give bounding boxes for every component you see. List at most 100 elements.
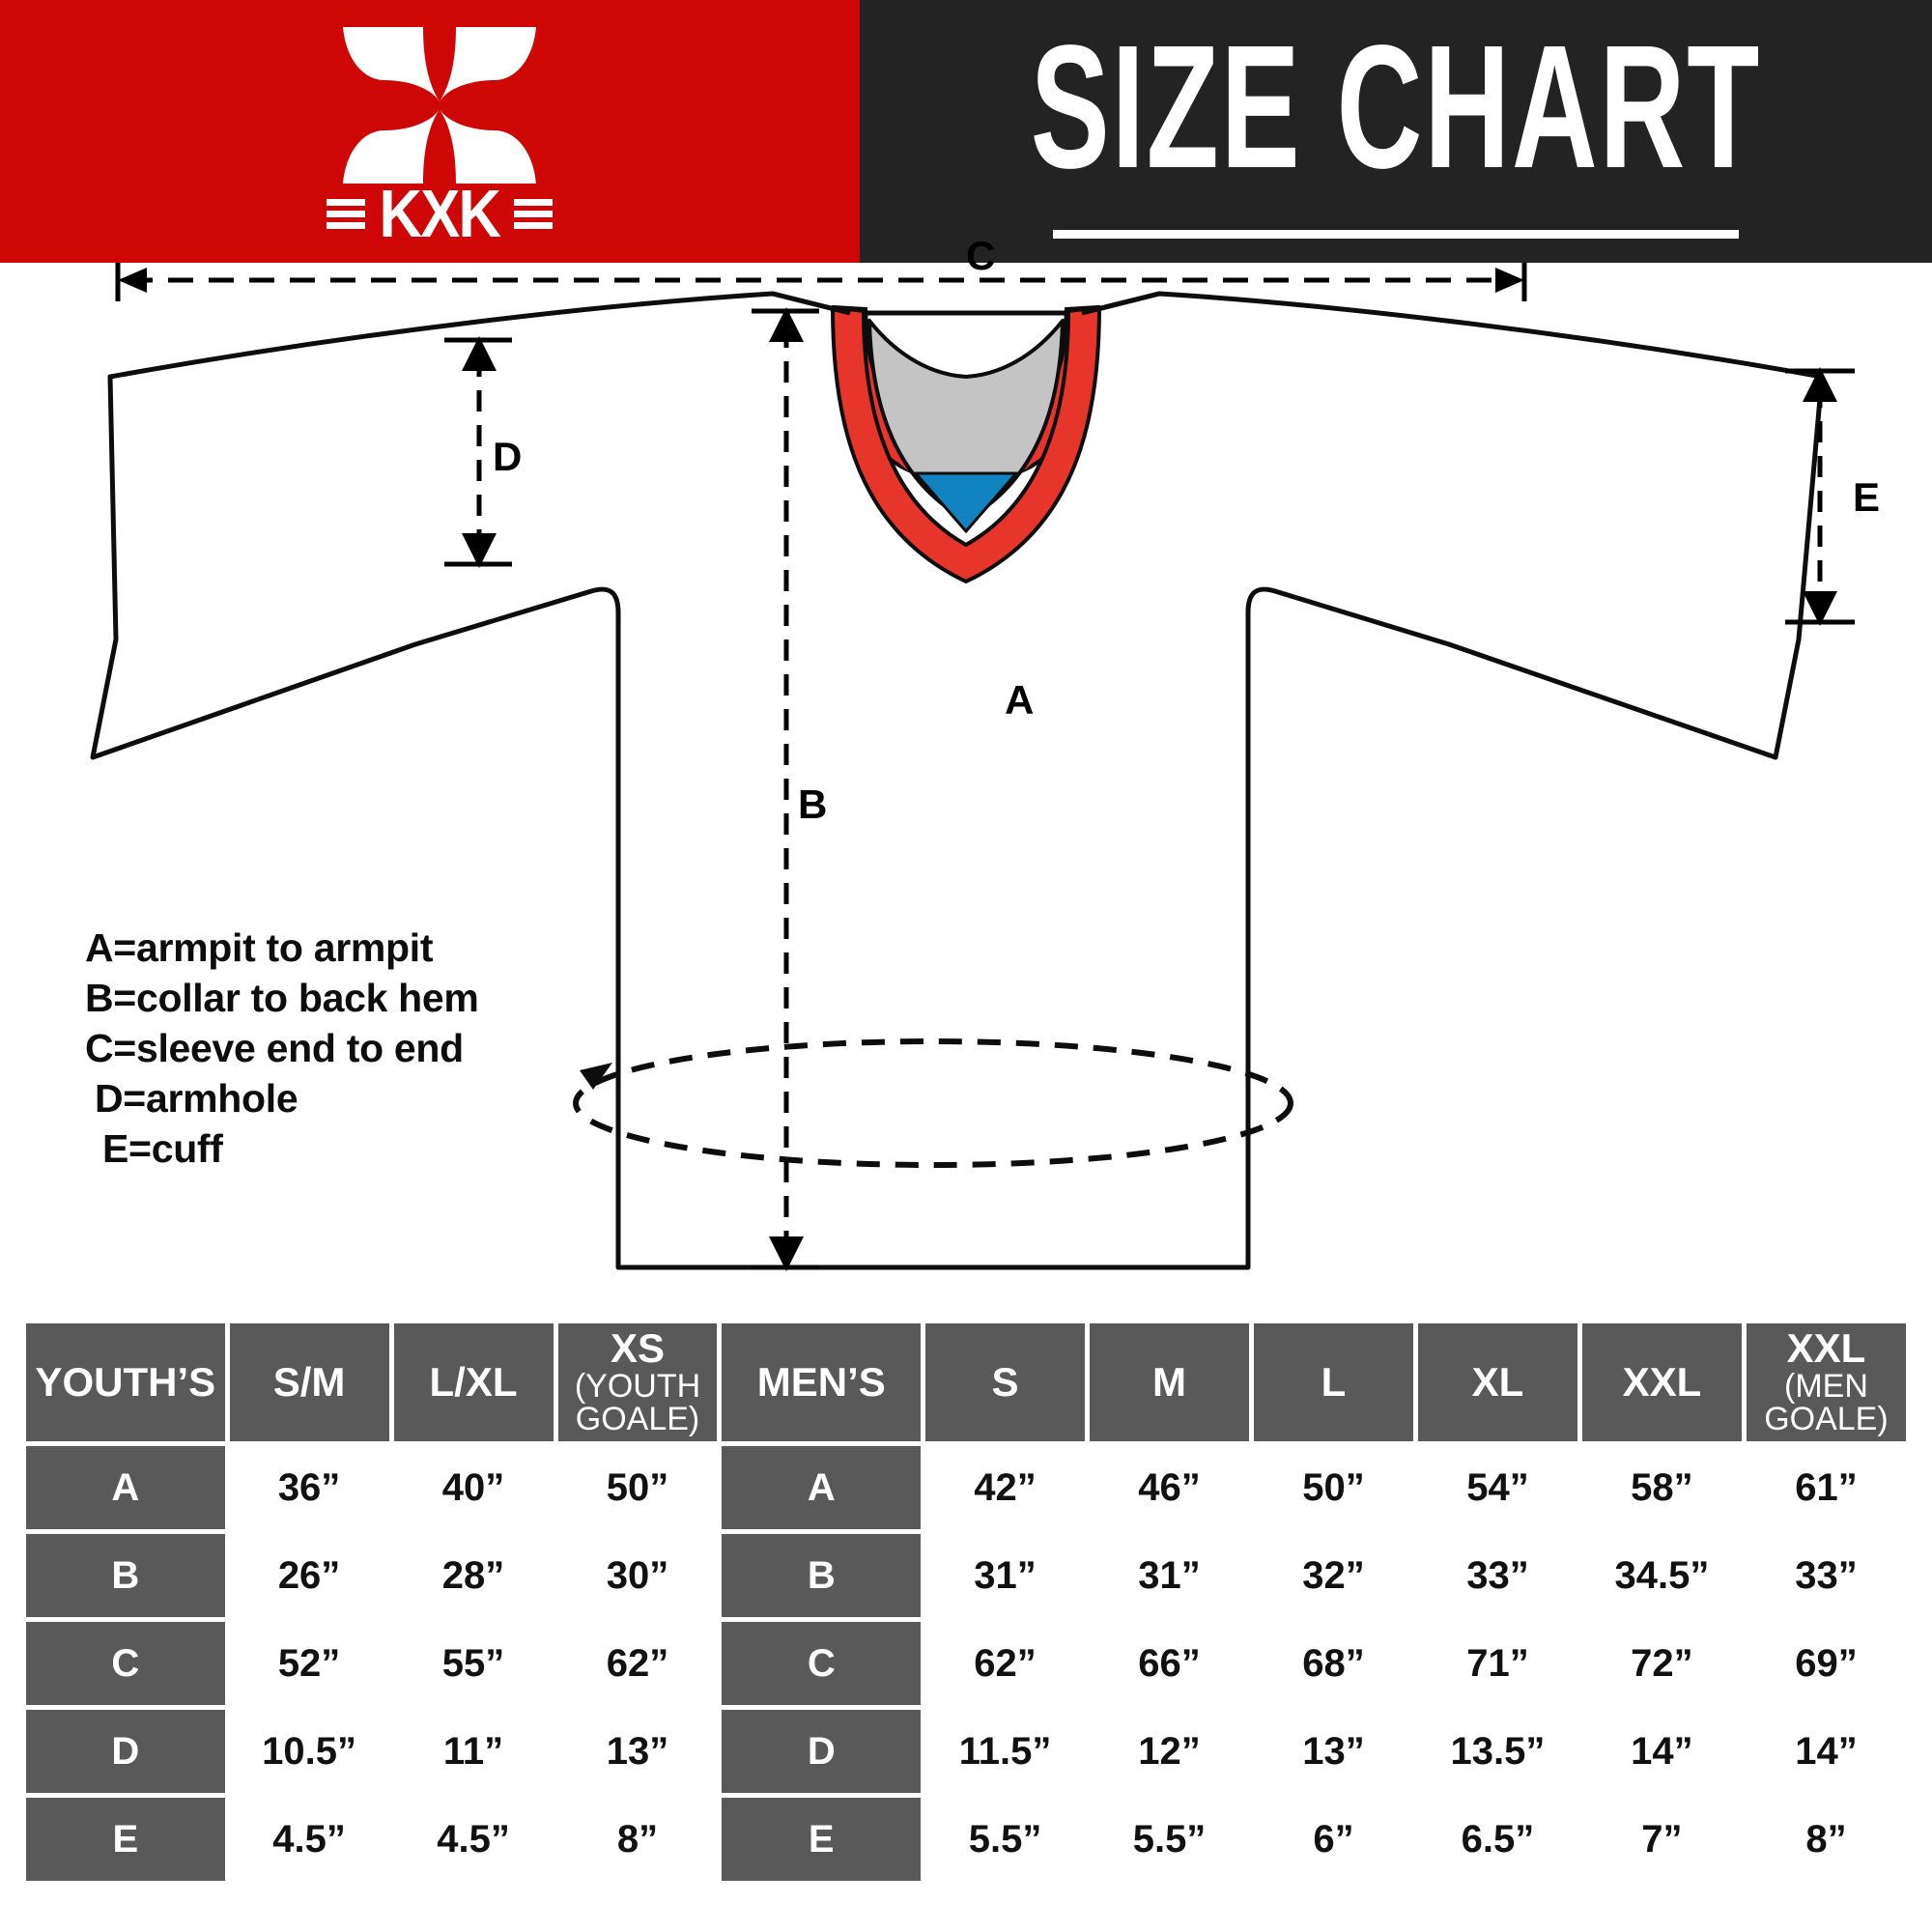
wordmark-left-bars-icon [327, 198, 366, 229]
cell-youth-D-0: 10.5” [229, 1710, 389, 1793]
dimension-c-arrow [115, 263, 1527, 301]
cell-mens-E-3: 6.5” [1417, 1798, 1577, 1881]
kxk-hourglass-logo-icon [338, 24, 541, 191]
header-mens: MEN’S [722, 1323, 922, 1441]
cell-youth-B-2: 30” [557, 1534, 718, 1617]
dimension-e-arrowhead-top [1803, 367, 1837, 402]
cell-mens-B-0: 31” [925, 1534, 1086, 1617]
legend-line-a: A=armpit to armpit [85, 925, 434, 970]
dimension-b-arrowhead-top [769, 307, 804, 342]
cell-mens-A-1: 46” [1090, 1446, 1249, 1529]
header-mens-col-0: S [925, 1323, 1086, 1441]
cell-youth-C-2: 62” [557, 1622, 718, 1705]
dimension-c-arrowhead-right [1495, 268, 1524, 293]
header-youth-col-2: XS (YOUTH GOALE) [557, 1323, 718, 1441]
table-row: B 26” 28” 30” B 31” 31” 32” 33” 34.5” 33” [26, 1534, 1906, 1617]
cell-mens-A-3: 54” [1417, 1446, 1577, 1529]
title-banner: SIZE CHART [860, 0, 1932, 263]
header-size-main: XS [610, 1324, 666, 1371]
cell-youth-B-0: 26” [229, 1534, 389, 1617]
dimension-a-ellipse [573, 1038, 1293, 1168]
neck-top-line [772, 291, 1160, 316]
header-youths: YOUTH’S [26, 1323, 225, 1441]
cell-youth-C-0: 52” [229, 1622, 389, 1705]
brand-wordmark: KXK [285, 175, 594, 251]
brand-name: KXK [379, 175, 502, 251]
cell-mens-C-4: 72” [1581, 1622, 1742, 1705]
header-youth-col-1: L/XL [393, 1323, 554, 1441]
cell-mens-A-0: 42” [925, 1446, 1086, 1529]
row-label-youth-A: A [26, 1446, 225, 1529]
dimension-label-c: C [966, 233, 996, 278]
legend-line-e: E=cuff [102, 1126, 223, 1172]
size-table-wrap: YOUTH’S S/M L/XL XS (YOUTH GOALE) MEN’S S M L XL X… [21, 1319, 1911, 1886]
jersey-svg [90, 263, 1855, 1271]
dimension-e-arrowhead-bottom [1803, 591, 1837, 626]
jersey-diagram: C D B E A [0, 236, 1932, 1304]
cell-mens-D-1: 12” [1090, 1710, 1249, 1793]
cell-mens-D-4: 14” [1581, 1710, 1742, 1793]
cell-youth-B-1: 28” [393, 1534, 554, 1617]
legend-line-c: C=sleeve end to end [85, 1026, 464, 1071]
row-label-mens-C: C [722, 1622, 922, 1705]
size-table: YOUTH’S S/M L/XL XS (YOUTH GOALE) MEN’S S M L XL X… [21, 1319, 1911, 1886]
cell-mens-D-3: 13.5” [1417, 1710, 1577, 1793]
page-header: KXK SIZE CHART [0, 0, 1932, 263]
collar-blue-triangle [912, 471, 1020, 534]
cell-mens-B-1: 31” [1090, 1534, 1249, 1617]
legend-line-d: D=armhole [95, 1076, 298, 1122]
wordmark-right-bars-icon [513, 198, 553, 229]
dimension-label-b: B [798, 781, 828, 827]
cell-mens-B-2: 32” [1254, 1534, 1413, 1617]
cell-mens-B-3: 33” [1417, 1534, 1577, 1617]
legend-line-b: B=collar to back hem [85, 976, 479, 1021]
cell-youth-A-1: 40” [393, 1446, 554, 1529]
cell-youth-E-1: 4.5” [393, 1798, 554, 1881]
cell-youth-A-2: 50” [557, 1446, 718, 1529]
dimension-c-arrowhead-left [118, 268, 147, 293]
header-mens-col-2: L [1254, 1323, 1413, 1441]
row-label-mens-B: B [722, 1534, 922, 1617]
dimension-a-arrowhead [580, 1063, 612, 1090]
jersey-silhouette [90, 291, 1825, 1270]
row-label-mens-D: D [722, 1710, 922, 1793]
header-size-note: (MEN GOALE) [1764, 1367, 1889, 1438]
cell-youth-E-2: 8” [557, 1798, 718, 1881]
row-label-youth-B: B [26, 1534, 225, 1617]
cell-mens-E-4: 7” [1581, 1798, 1742, 1881]
table-row: D 10.5” 11” 13” D 11.5” 12” 13” 13.5” 14” 14” [26, 1710, 1906, 1793]
dimension-label-e: E [1853, 474, 1881, 520]
header-size-main: XXL [1786, 1324, 1866, 1371]
row-label-youth-C: C [26, 1622, 225, 1705]
cell-youth-A-0: 36” [229, 1446, 389, 1529]
page-title: SIZE CHART [1030, 9, 1762, 206]
header-size-note: (YOUTH GOALE) [574, 1367, 701, 1438]
cell-youth-D-2: 13” [557, 1710, 718, 1793]
cell-youth-D-1: 11” [393, 1710, 554, 1793]
cell-mens-A-2: 50” [1254, 1446, 1413, 1529]
dimension-b-arrowhead-bottom [769, 1236, 804, 1271]
title-underline [1053, 229, 1739, 239]
header-mens-col-3: XL [1417, 1323, 1577, 1441]
cell-mens-C-5: 69” [1746, 1622, 1906, 1705]
cell-mens-D-5: 14” [1746, 1710, 1906, 1793]
cell-mens-B-4: 34.5” [1581, 1534, 1742, 1617]
header-mens-col-5: XXL (MEN GOALE) [1746, 1323, 1906, 1441]
table-row: C 52” 55” 62” C 62” 66” 68” 71” 72” 69” [26, 1622, 1906, 1705]
dimension-label-d: D [493, 434, 523, 479]
dimension-d-arrowhead-top [462, 336, 497, 371]
cell-mens-E-1: 5.5” [1090, 1798, 1249, 1881]
header-youth-col-0: S/M [229, 1323, 389, 1441]
cell-mens-C-1: 66” [1090, 1622, 1249, 1705]
table-row: E 4.5” 4.5” 8” E 5.5” 5.5” 6” 6.5” 7” 8” [26, 1798, 1906, 1881]
cell-mens-C-3: 71” [1417, 1622, 1577, 1705]
measurement-legend: A=armpit to armpit B=collar to back hem … [85, 923, 479, 1174]
row-label-mens-E: E [722, 1798, 922, 1881]
cell-mens-E-0: 5.5” [925, 1798, 1086, 1881]
header-mens-col-4: XXL [1581, 1323, 1742, 1441]
cell-mens-E-5: 8” [1746, 1798, 1906, 1881]
dimension-d-arrowhead-bottom [462, 533, 497, 568]
brand-banner: KXK [0, 0, 860, 263]
table-row: A 36” 40” 50” A 42” 46” 50” 54” 58” 61” [26, 1446, 1906, 1529]
collar-inner-gray [867, 319, 1065, 522]
